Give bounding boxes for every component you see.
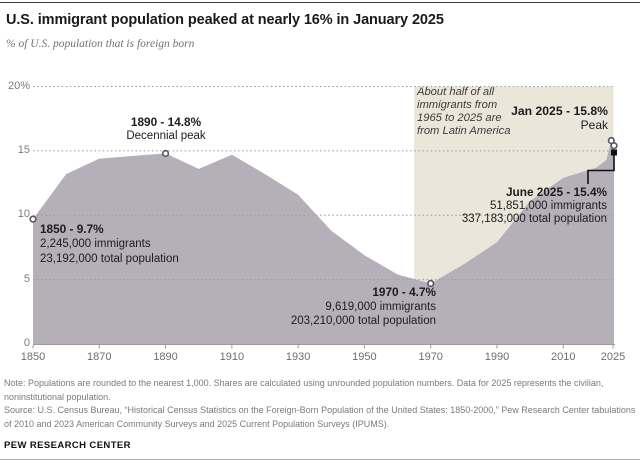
annotation-1890-caption: Decennial peak	[126, 130, 206, 142]
chart-subtitle: % of U.S. population that is foreign bor…	[6, 38, 195, 50]
x-axis-label-1970: 1970	[418, 351, 443, 363]
annotation-1970-trough: 1970 - 4.7% 9,619,000 immigrants 203,210…	[236, 285, 436, 329]
marker-1850	[29, 215, 37, 223]
y-axis-label-15: 15	[17, 143, 30, 156]
x-axis-label-1950: 1950	[352, 351, 377, 363]
x-axis-label-1990: 1990	[484, 351, 510, 363]
annotation-1850-value: 1850 - 9.7%	[40, 222, 104, 236]
x-axis-label-1870: 1870	[87, 351, 112, 363]
footnote: Note: Populations are rounded to the nea…	[4, 378, 604, 402]
x-axis-label-1930: 1930	[285, 351, 311, 363]
y-axis-label-0: 0	[23, 337, 30, 349]
latin-line-2: immigrants from	[417, 99, 498, 111]
annotation-1850: 1850 - 9.7% 2,245,000 immigrants 23,192,…	[40, 222, 240, 267]
june-2025-callout-square	[611, 149, 617, 156]
latin-line-1: About half of all	[417, 86, 495, 98]
latin-line-3: 1965 to 2025 are	[417, 112, 502, 124]
annotation-1890-peak: 1890 - 14.8% Decennial peak	[96, 115, 236, 143]
marker-june-2025	[610, 142, 618, 150]
annotation-jan-2025-caption: Peak	[580, 118, 608, 132]
annotation-1970-immigrants: 9,619,000 immigrants	[325, 300, 436, 313]
y-axis-label-20%: 20%	[7, 79, 30, 92]
annotation-1890-value: 1890 - 14.8%	[130, 115, 202, 129]
marker-1970	[427, 279, 435, 288]
annotation-1970-value: 1970 - 4.7%	[372, 285, 436, 299]
annotation-1970-population: 203,210,000 total population	[290, 315, 436, 327]
x-axis-label-1910: 1910	[219, 351, 245, 363]
y-axis-label-5: 5	[23, 272, 30, 285]
x-axis-label-2025: 2025	[600, 351, 626, 363]
source-note: Source: U.S. Census Bureau, “Historical …	[4, 405, 636, 429]
bottom-divider	[0, 459, 640, 460]
x-axis-label-1890: 1890	[153, 351, 178, 363]
annotation-jan-2025-peak: Jan 2025 - 15.8% Peak	[468, 104, 608, 132]
annotation-june-2025: June 2025 - 15.4% 51,851,000 immigrants …	[407, 185, 607, 227]
x-axis-label-2010: 2010	[551, 351, 576, 363]
annotation-jan-2025-value: Jan 2025 - 15.8%	[511, 104, 608, 118]
june-2025-callout-line	[587, 154, 615, 184]
annotation-june-2025-value: June 2025 - 15.4%	[506, 185, 607, 199]
latin-line-4: from Latin America	[417, 125, 511, 137]
annotation-june-2025-population: 337,183,000 total population	[461, 213, 607, 225]
annotation-1850-population: 23,192,000 total population	[40, 253, 179, 265]
annotation-1850-immigrants: 2,245,000 immigrants	[40, 238, 151, 250]
y-axis-label-10: 10	[17, 208, 30, 221]
pew-research-center-wordmark: PEW RESEARCH CENTER	[4, 440, 131, 451]
x-axis-label-1850: 1850	[20, 351, 46, 363]
annotation-latin-america: About half of all immigrants from 1965 t…	[417, 86, 577, 138]
marker-1890	[161, 149, 170, 158]
foreign-born-share-area	[33, 140, 614, 344]
annotation-june-2025-immigrants: 51,851,000 immigrants	[490, 199, 607, 212]
chart-title: U.S. immigrant population peaked at near…	[6, 12, 444, 28]
top-divider	[0, 2, 640, 3]
